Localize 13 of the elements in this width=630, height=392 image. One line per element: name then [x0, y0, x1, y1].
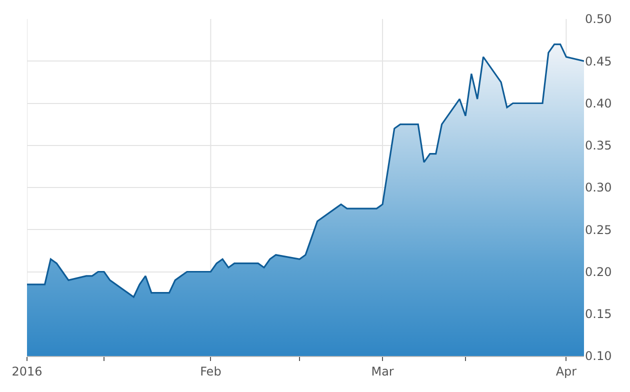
y-tick-label: 0.40: [585, 96, 612, 110]
x-tick-label: Feb: [200, 364, 222, 378]
y-tick-label: 0.30: [585, 180, 612, 195]
y-tick-label: 0.35: [585, 138, 612, 153]
y-tick-label: 0.50: [585, 12, 612, 26]
x-tick-label: Apr: [556, 364, 577, 378]
y-tick-label: 0.10: [585, 349, 612, 364]
y-tick-label: 0.25: [585, 222, 612, 237]
y-tick-label: 0.15: [585, 307, 612, 322]
x-tick-label: 2016: [12, 364, 42, 378]
y-tick-label: 0.20: [585, 264, 612, 279]
y-tick-label: 0.45: [585, 54, 612, 68]
x-tick-label: Mar: [371, 364, 394, 378]
